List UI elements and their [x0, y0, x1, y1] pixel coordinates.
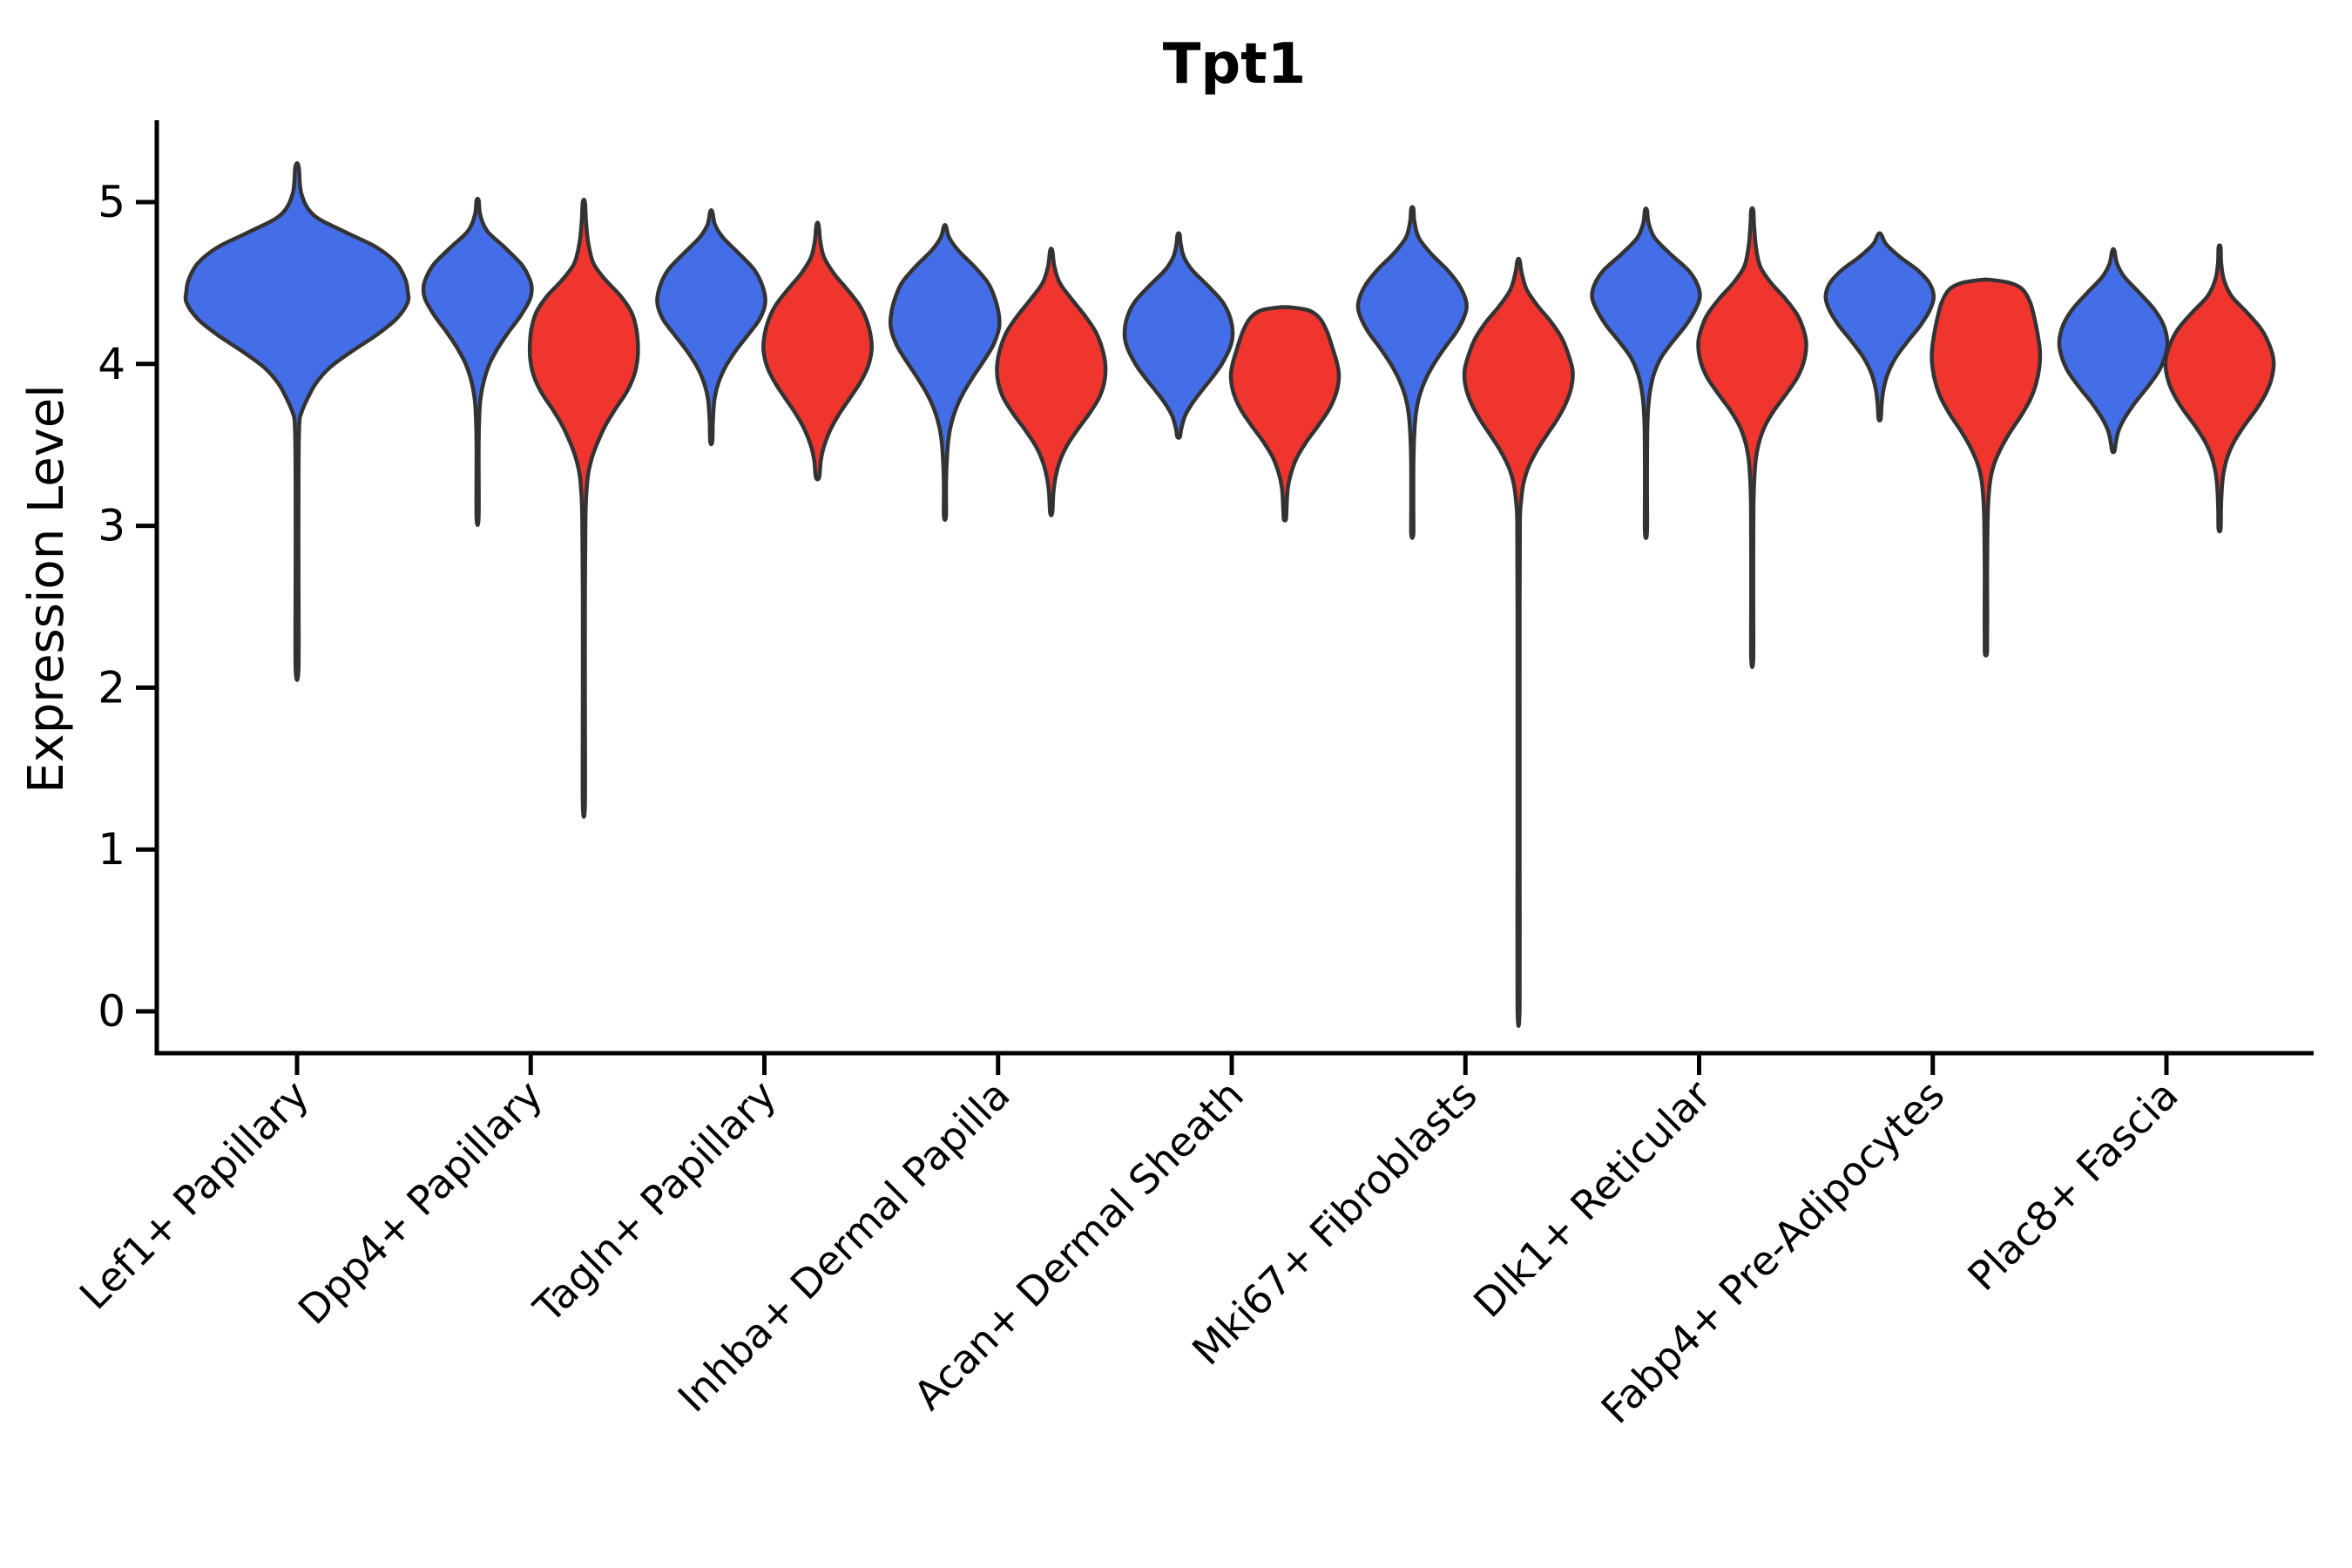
violin-fabp4-pre-adipocytes-blue: [1823, 231, 1936, 422]
violin-mki67-fibroblasts-red: [1462, 256, 1575, 1028]
violin-shapes: [183, 160, 2276, 1028]
violin-lef1-papillary-blue: [183, 160, 411, 682]
violin-acan-dermal-sheath-red: [1228, 305, 1342, 523]
violin-dpp4-papillary-red: [527, 197, 640, 819]
violin-fabp4-pre-adipocytes-red: [1930, 277, 2043, 658]
x-tick-label-dlk1-reticular: Dlk1+ Reticular: [1464, 1071, 1720, 1327]
violin-inhba-dermal-papilla-blue: [888, 223, 1002, 523]
y-tick-label-4: 4: [98, 339, 125, 389]
y-tick-label-2: 2: [98, 662, 125, 713]
x-tick-label-plac8-fascia: Plac8+ Fascia: [1958, 1071, 2186, 1300]
y-axis-ticks: 0 1 2 3 4 5: [98, 177, 155, 1037]
violin-dpp4-papillary-blue: [421, 196, 534, 527]
x-tick-label-lef1-papillary: Lef1+ Papillary: [71, 1071, 318, 1319]
y-tick-label-3: 3: [98, 501, 125, 551]
axes: [154, 120, 2314, 1056]
violin-acan-dermal-sheath-blue: [1122, 231, 1235, 440]
violin-inhba-dermal-papilla-red: [995, 247, 1108, 517]
x-tick-label-dpp4-papillary: Dpp4+ Papillary: [289, 1071, 551, 1334]
violin-tagln-papillary-blue: [655, 208, 767, 447]
violin-tagln-papillary-red: [760, 220, 875, 482]
violin-dlk1-reticular-blue: [1590, 206, 1702, 540]
violin-plac8-fascia-red: [2163, 243, 2276, 534]
y-axis-label: Expression Level: [18, 384, 75, 794]
x-tick-label-tagln-papillary: Tagln+ Papillary: [524, 1071, 786, 1333]
x-axis-ticks: [294, 1055, 2169, 1075]
violin-plac8-fascia-blue: [2057, 247, 2170, 455]
y-tick-label-5: 5: [98, 177, 125, 227]
violin-mki67-fibroblasts-blue: [1355, 205, 1469, 540]
y-tick-label-1: 1: [98, 824, 125, 875]
violin-dlk1-reticular-red: [1696, 206, 1808, 669]
chart-title: Tpt1: [1163, 32, 1307, 97]
y-tick-label-0: 0: [98, 986, 125, 1037]
